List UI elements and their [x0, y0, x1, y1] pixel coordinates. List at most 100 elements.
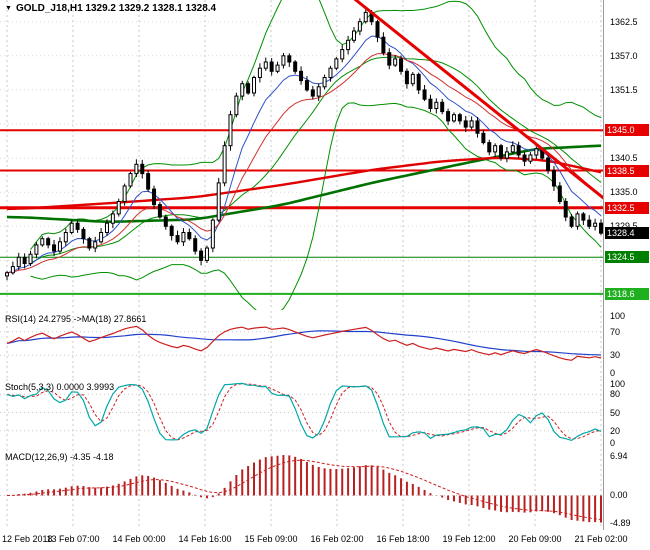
candle-body — [52, 244, 57, 252]
candle-body — [163, 216, 168, 227]
candle-body — [475, 120, 480, 134]
candle-body — [528, 154, 533, 162]
current-price-flag: 1328.4 — [605, 227, 649, 240]
candle-body — [357, 21, 362, 32]
candle-body — [446, 111, 451, 122]
candle-body — [563, 201, 568, 218]
candle-body — [87, 238, 92, 249]
candle-body — [69, 222, 74, 233]
time-axis[interactable]: 12 Feb 2018 13 Feb 07:00 14 Feb 00:00 14 Fe… — [0, 530, 650, 550]
candle-body — [534, 148, 539, 156]
candle-body — [157, 204, 162, 218]
candle-body — [322, 77, 327, 88]
bollinger-upper-line — [30, 0, 602, 250]
candle-body — [93, 241, 98, 249]
stochastic-scale: 100 80 50 20 0 — [603, 379, 650, 449]
stochastic-title: Stoch(5,3,3) 0.0000 3.9993 — [5, 382, 115, 392]
candle-body — [440, 101, 445, 113]
candle-body — [481, 132, 486, 144]
time-label: 13 Feb 07:00 — [46, 534, 100, 544]
candle-body — [304, 80, 309, 91]
rsi-title: RSI(14) 24.2795 ->MA(18) 27.8661 — [5, 314, 147, 324]
time-label: 14 Feb 00:00 — [112, 534, 166, 544]
candle-body — [46, 238, 51, 246]
stoch-k-line — [6, 382, 602, 442]
candle-body — [199, 250, 204, 261]
candle-body — [222, 145, 227, 184]
candle-body — [175, 235, 180, 243]
candle-body — [293, 61, 298, 72]
candle-body — [569, 216, 574, 227]
candle-body — [252, 77, 257, 94]
candle-body — [399, 58, 404, 72]
candle-body — [34, 244, 39, 255]
candle-body — [299, 70, 304, 82]
macd-title: MACD(12,26,9) -4.35 -4.18 — [5, 452, 114, 462]
candle-body — [328, 67, 333, 78]
candle-body — [416, 73, 421, 91]
candle-body — [257, 67, 262, 78]
candle-body — [234, 95, 239, 116]
stoch-level-label: 50 — [610, 407, 621, 418]
candle-body — [210, 219, 215, 249]
candle-body — [122, 185, 127, 202]
fast-ma-blue-line — [6, 35, 602, 274]
candle-body — [381, 36, 386, 54]
candle-body — [346, 39, 351, 51]
candle-body — [310, 89, 315, 97]
candle-body — [387, 52, 392, 66]
rsi-indicator-panel: RSI(14) 24.2795 ->MA(18) 27.8661 100 70 30… — [0, 311, 650, 380]
time-label: 21 Feb 02:00 — [574, 534, 628, 544]
candle-body — [128, 173, 133, 187]
candle-body — [75, 222, 80, 230]
rsi-ma-line — [6, 330, 602, 356]
candle-body — [146, 173, 151, 190]
trend-line — [353, 0, 604, 200]
bollinger-lower-line — [30, 102, 602, 310]
rsi-level-label: 70 — [610, 326, 621, 337]
main-chart-panel: ▼ GOLD_J18,H1 1329.2 1329.2 1328.1 1328.… — [0, 0, 650, 312]
rsi-line — [6, 325, 602, 361]
price-tick-label: 1340.5 — [610, 153, 638, 164]
rsi-canvas[interactable] — [0, 311, 604, 378]
macd-indicator-panel: MACD(12,26,9) -4.35 -4.18 6.94 0.00 -4.89 — [0, 449, 650, 531]
candle-body — [410, 73, 415, 85]
candle-body — [269, 61, 274, 72]
price-scale[interactable]: 1362.5 1357.0 1351.5 1340.5 1335.0 1329.5 1345… — [603, 0, 650, 311]
candle-body — [16, 256, 21, 268]
symbol-dropdown-icon[interactable]: ▼ — [5, 4, 12, 12]
macd-level-label: 0.00 — [610, 490, 628, 501]
price-tick-label: 1335.0 — [610, 187, 638, 198]
macd-canvas[interactable] — [0, 449, 604, 529]
candle-body — [575, 213, 580, 227]
candle-body — [240, 83, 245, 97]
candle-body — [116, 201, 121, 215]
price-chart-canvas[interactable] — [0, 0, 604, 310]
stoch-level-label: 0 — [610, 438, 616, 448]
level-price-flag: 1345.0 — [605, 124, 649, 137]
candle-body — [451, 114, 456, 122]
macd-level-label: -4.89 — [610, 518, 631, 529]
stochastic-canvas[interactable] — [0, 379, 604, 448]
candle-body — [363, 11, 368, 23]
slow-ma-red-line — [6, 156, 602, 211]
candle-body — [334, 58, 339, 69]
candle-body — [104, 222, 109, 233]
candle-body — [110, 213, 115, 224]
candle-body — [469, 120, 474, 128]
candle-body — [181, 232, 186, 243]
candle-body — [504, 151, 509, 159]
time-label: 19 Feb 12:00 — [442, 534, 496, 544]
stoch-d-line — [6, 383, 602, 441]
candle-body — [487, 142, 492, 153]
level-price-flag: 1332.5 — [605, 201, 649, 214]
level-price-flag: 1324.5 — [605, 251, 649, 264]
candle-body — [516, 145, 521, 156]
candle-body — [216, 182, 221, 221]
candle-body — [263, 61, 268, 69]
candle-body — [169, 225, 174, 237]
candle-body — [587, 219, 592, 227]
time-label: 14 Feb 16:00 — [178, 534, 232, 544]
candle-body — [581, 213, 586, 221]
candle-body — [434, 101, 439, 110]
